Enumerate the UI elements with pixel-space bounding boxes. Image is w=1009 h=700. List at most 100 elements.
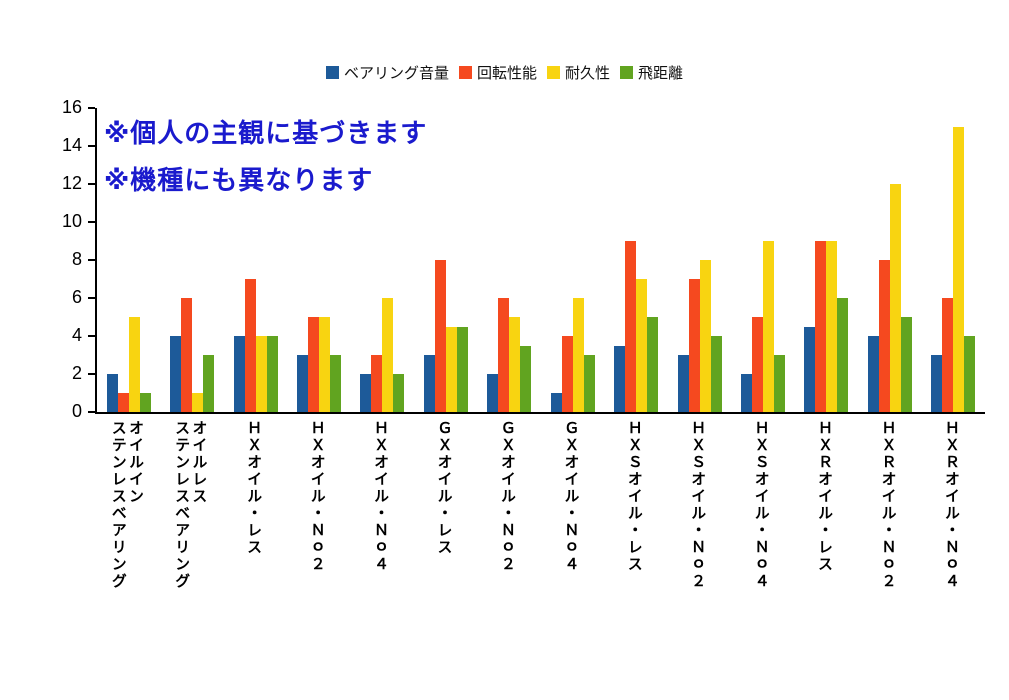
legend-swatch-icon bbox=[620, 66, 634, 79]
chart-legend: ベアリング音量 回転性能 耐久性 飛距離 bbox=[0, 62, 1009, 83]
x-category-cell: ＧＸオイル・レス bbox=[412, 420, 475, 556]
x-category-label: ＨＸＲオイル・Ｎｏ４ bbox=[942, 420, 960, 590]
bar-series-0 bbox=[487, 374, 499, 412]
bar-series-1 bbox=[117, 393, 129, 412]
y-tick-mark bbox=[88, 373, 95, 375]
y-tick-label: 4 bbox=[71, 325, 82, 345]
x-category-label: ＧＸオイル・Ｎｏ２ bbox=[498, 420, 516, 573]
bar-series-3 bbox=[393, 374, 405, 412]
bar-series-3 bbox=[900, 317, 912, 412]
y-tick-mark bbox=[88, 411, 95, 413]
bar-group bbox=[922, 108, 985, 412]
bar-series-0 bbox=[423, 355, 435, 412]
bar-series-0 bbox=[931, 355, 943, 412]
x-category-label: ＨＸＲオイル・レス bbox=[816, 420, 834, 573]
x-category-cell: オイルレス ステンレスベアリング bbox=[158, 420, 221, 590]
y-tick-label: 14 bbox=[61, 135, 82, 155]
bar-series-3 bbox=[773, 355, 785, 412]
bar-group bbox=[668, 108, 731, 412]
bar-series-3 bbox=[329, 355, 341, 412]
x-category-cell: ＨＸオイル・Ｎｏ４ bbox=[349, 420, 412, 573]
x-category-cell: ＧＸオイル・Ｎｏ４ bbox=[539, 420, 602, 573]
chart-annotation: ※個人の主観に基づきます ※機種にも異なります bbox=[104, 110, 427, 204]
x-category-cell: ＨＸオイル・Ｎｏ２ bbox=[285, 420, 348, 573]
annotation-line-1: ※個人の主観に基づきます bbox=[104, 118, 428, 148]
bar-series-2 bbox=[192, 393, 204, 412]
y-tick-mark bbox=[88, 183, 95, 185]
bar-series-1 bbox=[625, 241, 637, 412]
bar-series-1 bbox=[815, 241, 827, 412]
bar-series-2 bbox=[445, 326, 457, 412]
bar-series-1 bbox=[307, 317, 319, 412]
plot-area bbox=[88, 107, 985, 414]
x-category-cell: ＧＸオイル・Ｎｏ２ bbox=[476, 420, 539, 573]
bar-series-0 bbox=[550, 393, 562, 412]
legend-swatch-icon bbox=[547, 66, 560, 79]
x-category-cell: ＨＸオイル・レス bbox=[222, 420, 285, 556]
bar-series-2 bbox=[699, 260, 711, 412]
bar-series-0 bbox=[804, 326, 816, 412]
legend-item: 飛距離 bbox=[620, 62, 683, 83]
x-category-label: オイルイン ステンレスベアリング bbox=[109, 420, 144, 590]
x-category-label: ＨＸＳオイル・Ｎｏ４ bbox=[752, 420, 770, 590]
bar-series-0 bbox=[614, 345, 626, 412]
bar-series-3 bbox=[710, 336, 722, 412]
bar-series-3 bbox=[583, 355, 595, 412]
bar-series-1 bbox=[688, 279, 700, 412]
bar-series-1 bbox=[942, 298, 954, 412]
bar-series-2 bbox=[255, 336, 267, 412]
y-tick-label: 12 bbox=[61, 173, 82, 193]
bar-group bbox=[478, 108, 541, 412]
bar-group bbox=[541, 108, 604, 412]
x-category-label: ＨＸＲオイル・Ｎｏ２ bbox=[879, 420, 897, 590]
bar-group bbox=[731, 108, 794, 412]
y-tick-mark bbox=[88, 145, 95, 147]
bar-group bbox=[224, 108, 287, 412]
bar-series-3 bbox=[456, 326, 468, 412]
bar-series-2 bbox=[826, 241, 838, 412]
y-tick-mark bbox=[88, 259, 95, 261]
y-tick-label: 10 bbox=[61, 211, 82, 231]
bar-series-2 bbox=[762, 241, 774, 412]
bar-series-1 bbox=[878, 260, 890, 412]
y-tick-label: 0 bbox=[71, 401, 82, 421]
bar-series-0 bbox=[170, 336, 182, 412]
bar-group bbox=[414, 108, 477, 412]
bar-group bbox=[287, 108, 350, 412]
bar-series-1 bbox=[434, 260, 446, 412]
legend-item: 耐久性 bbox=[547, 62, 610, 83]
bar-series-0 bbox=[740, 374, 752, 412]
bar-group bbox=[160, 108, 223, 412]
legend-swatch-icon bbox=[325, 66, 339, 79]
legend-item: 回転性能 bbox=[458, 62, 537, 83]
legend-label: ベアリング音量 bbox=[343, 65, 449, 82]
bar-series-3 bbox=[647, 317, 659, 412]
y-tick-label: 2 bbox=[71, 363, 82, 383]
bar-series-0 bbox=[233, 336, 245, 412]
legend-item: ベアリング音量 bbox=[325, 62, 449, 83]
bar-series-2 bbox=[889, 184, 901, 412]
y-tick-mark bbox=[88, 221, 95, 223]
y-axis-labels: 0 2 4 6 8 10 12 14 16 bbox=[40, 97, 88, 421]
bar-series-2 bbox=[572, 298, 584, 412]
bar-series-0 bbox=[867, 336, 879, 412]
bar-group bbox=[604, 108, 667, 412]
bar-series-1 bbox=[244, 279, 256, 412]
y-tick-label: 6 bbox=[71, 287, 82, 307]
x-category-cell: ＨＸＲオイル・Ｎｏ２ bbox=[856, 420, 919, 590]
bar-series-0 bbox=[106, 374, 118, 412]
x-category-cell: オイルイン ステンレスベアリング bbox=[95, 420, 158, 590]
x-category-label: オイルレス ステンレスベアリング bbox=[173, 420, 208, 590]
bar-group bbox=[351, 108, 414, 412]
bar-series-1 bbox=[561, 336, 573, 412]
x-category-label: ＧＸオイル・レス bbox=[435, 420, 453, 556]
bar-group bbox=[795, 108, 858, 412]
x-axis-labels: オイルイン ステンレスベアリング オイルレス ステンレスベアリング ＨＸオイル・レス… bbox=[95, 420, 983, 696]
bar-series-0 bbox=[677, 355, 689, 412]
bar-series-2 bbox=[318, 317, 330, 412]
bar-series-3 bbox=[520, 345, 532, 412]
bar-series-1 bbox=[751, 317, 763, 412]
x-category-label: ＨＸオイル・Ｎｏ４ bbox=[372, 420, 390, 573]
x-category-label: ＨＸオイル・レス bbox=[245, 420, 263, 556]
